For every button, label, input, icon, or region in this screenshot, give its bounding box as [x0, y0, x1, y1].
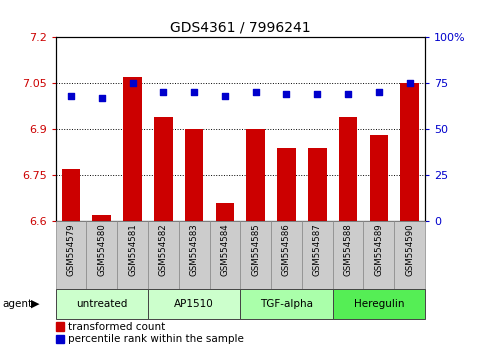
Title: GDS4361 / 7996241: GDS4361 / 7996241 [170, 21, 311, 35]
Point [375, 90, 383, 95]
Bar [154, 117, 172, 221]
Bar [246, 129, 265, 221]
Bar [185, 129, 203, 221]
Bar [92, 215, 111, 221]
FancyBboxPatch shape [148, 289, 240, 319]
Text: percentile rank within the sample: percentile rank within the sample [68, 334, 243, 344]
Bar [369, 135, 388, 221]
Point [406, 80, 413, 86]
Bar [339, 117, 357, 221]
Text: AP1510: AP1510 [174, 298, 214, 309]
FancyBboxPatch shape [302, 221, 333, 289]
FancyBboxPatch shape [333, 289, 425, 319]
FancyBboxPatch shape [148, 221, 179, 289]
Point [313, 91, 321, 97]
Text: GSM554583: GSM554583 [190, 223, 199, 276]
FancyBboxPatch shape [364, 221, 394, 289]
Text: GSM554589: GSM554589 [374, 223, 384, 276]
FancyBboxPatch shape [240, 221, 271, 289]
Text: untreated: untreated [76, 298, 128, 309]
Text: ▶: ▶ [30, 298, 39, 309]
Text: GSM554585: GSM554585 [251, 223, 260, 276]
Text: agent: agent [2, 298, 32, 309]
Point [221, 93, 229, 99]
FancyBboxPatch shape [56, 221, 86, 289]
Point [98, 95, 106, 101]
Bar [308, 148, 327, 221]
FancyBboxPatch shape [86, 221, 117, 289]
Text: GSM554586: GSM554586 [282, 223, 291, 276]
Bar [400, 83, 419, 221]
Point [159, 90, 167, 95]
Bar [277, 148, 296, 221]
Text: GSM554580: GSM554580 [97, 223, 106, 276]
Text: GSM554581: GSM554581 [128, 223, 137, 276]
FancyBboxPatch shape [333, 221, 364, 289]
Text: transformed count: transformed count [68, 322, 165, 332]
Point [128, 80, 136, 86]
Point [67, 93, 75, 99]
Text: TGF-alpha: TGF-alpha [260, 298, 313, 309]
Point [283, 91, 290, 97]
FancyBboxPatch shape [210, 221, 240, 289]
Bar [62, 169, 80, 221]
Bar [123, 77, 142, 221]
Text: GSM554587: GSM554587 [313, 223, 322, 276]
Text: GSM554590: GSM554590 [405, 223, 414, 276]
FancyBboxPatch shape [56, 289, 148, 319]
FancyBboxPatch shape [271, 221, 302, 289]
FancyBboxPatch shape [117, 221, 148, 289]
Point [252, 90, 259, 95]
Text: GSM554582: GSM554582 [159, 223, 168, 276]
Text: GSM554579: GSM554579 [67, 223, 75, 276]
Point [190, 90, 198, 95]
Text: GSM554584: GSM554584 [220, 223, 229, 276]
Text: GSM554588: GSM554588 [343, 223, 353, 276]
FancyBboxPatch shape [179, 221, 210, 289]
FancyBboxPatch shape [240, 289, 333, 319]
Bar [215, 203, 234, 221]
Text: Heregulin: Heregulin [354, 298, 404, 309]
Point [344, 91, 352, 97]
FancyBboxPatch shape [394, 221, 425, 289]
